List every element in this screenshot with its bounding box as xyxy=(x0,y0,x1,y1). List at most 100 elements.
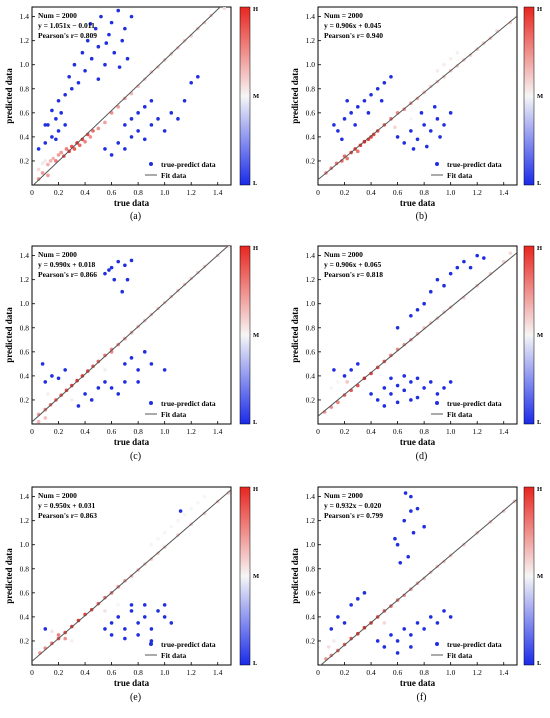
data-point xyxy=(156,536,160,541)
fit-line xyxy=(32,489,231,662)
data-point xyxy=(422,123,426,127)
data-point xyxy=(415,621,420,625)
data-point xyxy=(76,80,81,85)
data-point xyxy=(43,159,48,163)
data-point xyxy=(36,419,41,424)
data-point xyxy=(340,159,344,163)
data-point xyxy=(169,621,174,625)
scatter-panel-f: 0 0.2 0.4 0.6 0.8 1.0 1.2 1.4 0.2 0.4 0.6 0.8 1.0 1.2… xyxy=(290,486,543,703)
data-point xyxy=(80,50,85,55)
colorbar-label-low: L xyxy=(537,180,542,187)
colorbar-label-high: H xyxy=(537,245,542,252)
data-point xyxy=(409,645,413,649)
data-point xyxy=(80,137,85,142)
x-tick-label: 0 xyxy=(316,427,320,436)
data-point xyxy=(43,123,48,127)
y-tick-label: 0.4 xyxy=(306,612,316,621)
data-point xyxy=(442,609,446,613)
x-tick-label: 1.0 xyxy=(446,668,456,677)
data-point xyxy=(99,14,103,19)
data-point xyxy=(162,368,167,372)
data-point xyxy=(117,65,122,69)
data-point xyxy=(56,153,61,157)
x-tick-label: 0.4 xyxy=(366,668,376,677)
x-tick-label: 1.2 xyxy=(473,668,483,677)
data-point xyxy=(76,404,81,408)
data-point xyxy=(196,74,200,79)
data-point xyxy=(93,26,98,31)
data-point xyxy=(334,161,339,166)
x-tick-label: 1.0 xyxy=(160,427,170,436)
colorbar xyxy=(523,245,535,425)
data-point xyxy=(50,629,54,634)
data-point xyxy=(123,362,127,366)
data-point xyxy=(435,621,440,625)
data-point xyxy=(40,362,45,366)
data-point xyxy=(349,603,353,607)
scatter-panel-a: 0 0.2 0.4 0.6 0.8 1.0 1.2 1.4 0.2 0.4 0.6 0.8 1.0 1.2… xyxy=(4,6,259,222)
data-point xyxy=(468,265,473,270)
data-point xyxy=(156,117,160,121)
legend-label-points: true-predict data xyxy=(447,160,502,169)
colorbar xyxy=(239,486,251,666)
data-point xyxy=(428,129,433,133)
data-point xyxy=(40,161,45,166)
stats-equation: y = 1.051x − 0.011 xyxy=(38,21,95,30)
data-point xyxy=(54,137,58,142)
data-point xyxy=(395,639,400,643)
y-tick-label: 1.4 xyxy=(20,251,30,260)
legend-label-points: true-predict data xyxy=(161,640,216,649)
data-point xyxy=(468,53,473,57)
data-point xyxy=(129,14,134,19)
data-point xyxy=(435,392,440,396)
data-point xyxy=(329,627,334,631)
data-point xyxy=(403,491,408,495)
data-point xyxy=(332,123,336,127)
scatter-panel-c: 0 0.2 0.4 0.6 0.8 1.0 1.2 1.4 0.2 0.4 0.6 0.8 1.0 1.2… xyxy=(4,245,259,462)
y-axis-label: predicted data xyxy=(4,548,14,604)
data-point xyxy=(112,50,117,55)
data-point xyxy=(123,263,127,268)
data-point xyxy=(77,143,82,148)
data-point xyxy=(96,359,101,364)
y-tick-label: 1.4 xyxy=(306,251,316,260)
points xyxy=(36,246,231,424)
data-point xyxy=(435,68,440,73)
data-point xyxy=(409,398,413,402)
stats-pearson: Pearson's r= 0.818 xyxy=(324,270,383,279)
data-point xyxy=(107,268,111,272)
y-tick-label: 1.2 xyxy=(306,516,316,525)
data-point xyxy=(349,111,353,115)
data-point xyxy=(103,627,107,631)
data-point xyxy=(329,653,334,658)
stats-pearson: Pearson's r= 0.863 xyxy=(38,511,97,520)
x-tick-label: 1.2 xyxy=(473,427,483,436)
data-point xyxy=(389,376,393,381)
data-point xyxy=(409,117,413,121)
x-tick-label: 1.4 xyxy=(213,427,223,436)
data-point xyxy=(182,99,187,103)
x-tick-label: 0.6 xyxy=(393,427,403,436)
data-point xyxy=(89,56,94,61)
x-tick-label: 0.2 xyxy=(340,668,350,677)
data-point xyxy=(109,633,114,637)
data-point xyxy=(329,386,334,390)
x-tick-label: 0.8 xyxy=(133,188,143,197)
x-tick-label: 1.4 xyxy=(499,188,509,197)
data-point xyxy=(189,80,193,85)
stats-pearson: Pearson's r= 0.799 xyxy=(324,511,383,520)
data-point xyxy=(356,597,360,601)
data-point xyxy=(393,536,397,541)
colorbar-label-mid: M xyxy=(537,573,543,580)
data-point xyxy=(448,380,453,384)
data-point xyxy=(142,105,147,109)
data-point xyxy=(422,524,426,529)
data-point xyxy=(156,65,160,69)
legend-point-marker xyxy=(149,642,153,646)
data-point xyxy=(123,636,127,641)
legend-label-points: true-predict data xyxy=(447,640,502,649)
data-point xyxy=(129,609,134,613)
legend-label-fit: Fit data xyxy=(161,410,186,419)
data-point xyxy=(389,74,393,79)
